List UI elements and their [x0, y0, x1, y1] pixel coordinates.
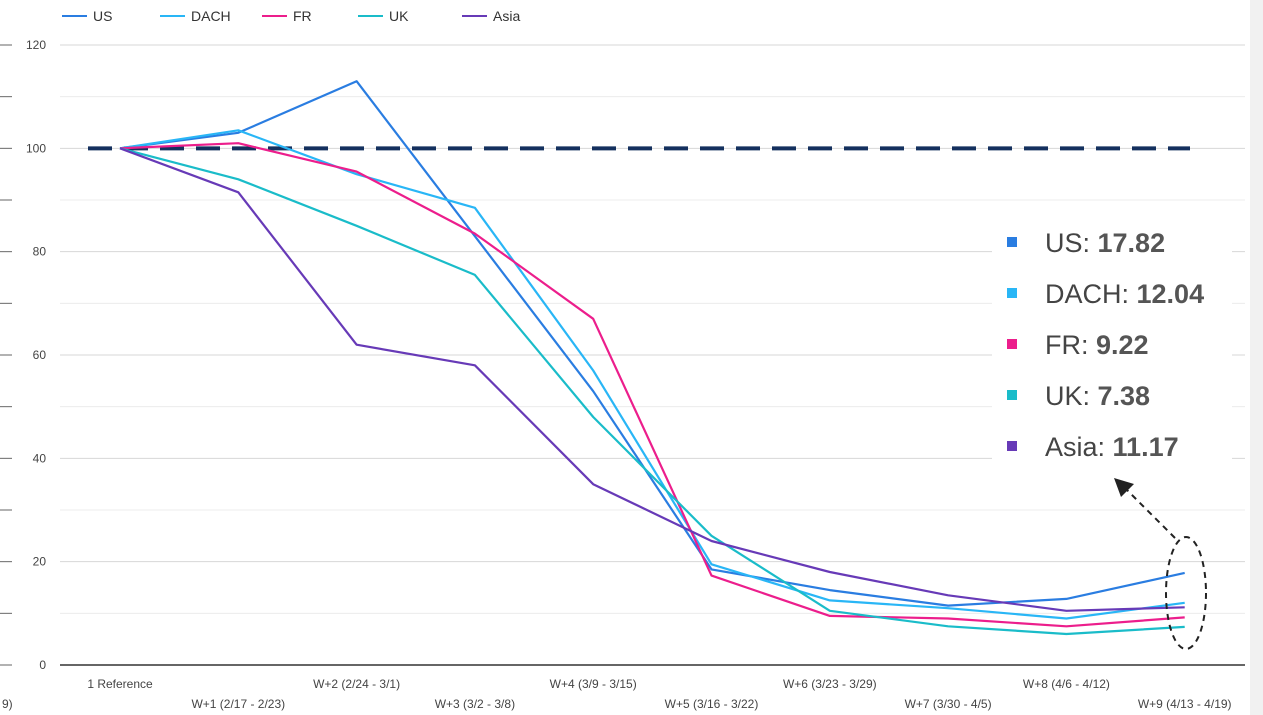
y-tick-label: 0	[39, 658, 46, 672]
x-tick-label: W+7 (3/30 - 4/5)	[905, 697, 992, 711]
legend-label: US	[93, 8, 112, 24]
scrollbar[interactable]	[1250, 0, 1263, 715]
y-tick-label: 20	[33, 555, 47, 569]
callout-swatch	[1007, 339, 1017, 349]
callout-swatch	[1007, 390, 1017, 400]
series-line-uk	[119, 147, 1185, 636]
legend-label: DACH	[191, 8, 231, 24]
callout-label: DACH: 12.04	[1045, 279, 1204, 309]
callout-label: UK: 7.38	[1045, 381, 1150, 411]
callout-box: US: 17.82 DACH: 12.04 FR: 9.22 UK: 7.38 Asia…	[992, 212, 1232, 474]
callout-background	[992, 212, 1232, 474]
x-tick-label: W+4 (3/9 - 3/15)	[550, 677, 637, 691]
y-axis-ticks: 0 20 40 60 80 100 120	[26, 38, 46, 672]
x-tick-label: W+1 (2/17 - 2/23)	[191, 697, 285, 711]
x-tick-label: W+2 (2/24 - 3/1)	[313, 677, 400, 691]
legend-label: UK	[389, 8, 409, 24]
highlight-ellipse	[1165, 536, 1207, 650]
y-tick-label: 100	[26, 141, 46, 155]
x-tick-label-cut: 9)	[2, 697, 13, 711]
series-line-dach	[119, 129, 1185, 620]
series-line-fr	[119, 142, 1185, 628]
legend-label: FR	[293, 8, 312, 24]
x-axis-ticks: 1 Reference W+1 (2/17 - 2/23) W+2 (2/24 - …	[2, 677, 1232, 711]
callout-swatch	[1007, 237, 1017, 247]
x-tick-label: W+3 (3/2 - 3/8)	[435, 697, 515, 711]
callout-swatch	[1007, 441, 1017, 451]
x-tick-label: W+8 (4/6 - 4/12)	[1023, 677, 1110, 691]
x-tick-label: 1 Reference	[87, 677, 153, 691]
callout-label: Asia: 11.17	[1045, 432, 1179, 462]
x-tick-label: W+6 (3/23 - 3/29)	[783, 677, 877, 691]
legend-label: Asia	[493, 8, 520, 24]
y-tick-label: 120	[26, 38, 46, 52]
y-tick-label: 40	[33, 451, 47, 465]
legend: US DACH FR UK Asia	[62, 8, 520, 24]
x-tick-label: W+5 (3/16 - 3/22)	[665, 697, 759, 711]
callout-label: US: 17.82	[1045, 228, 1165, 258]
x-tick-label: W+9 (4/13 - 4/19)	[1138, 697, 1232, 711]
series-lines	[119, 80, 1185, 636]
series-line-asia	[119, 147, 1185, 612]
callout-swatch	[1007, 288, 1017, 298]
callout-label: FR: 9.22	[1045, 330, 1149, 360]
callout-arrowhead	[1114, 478, 1134, 497]
y-tick-label: 80	[33, 245, 47, 259]
callout-arrow	[1124, 487, 1176, 539]
y-tick-label: 60	[33, 348, 47, 362]
